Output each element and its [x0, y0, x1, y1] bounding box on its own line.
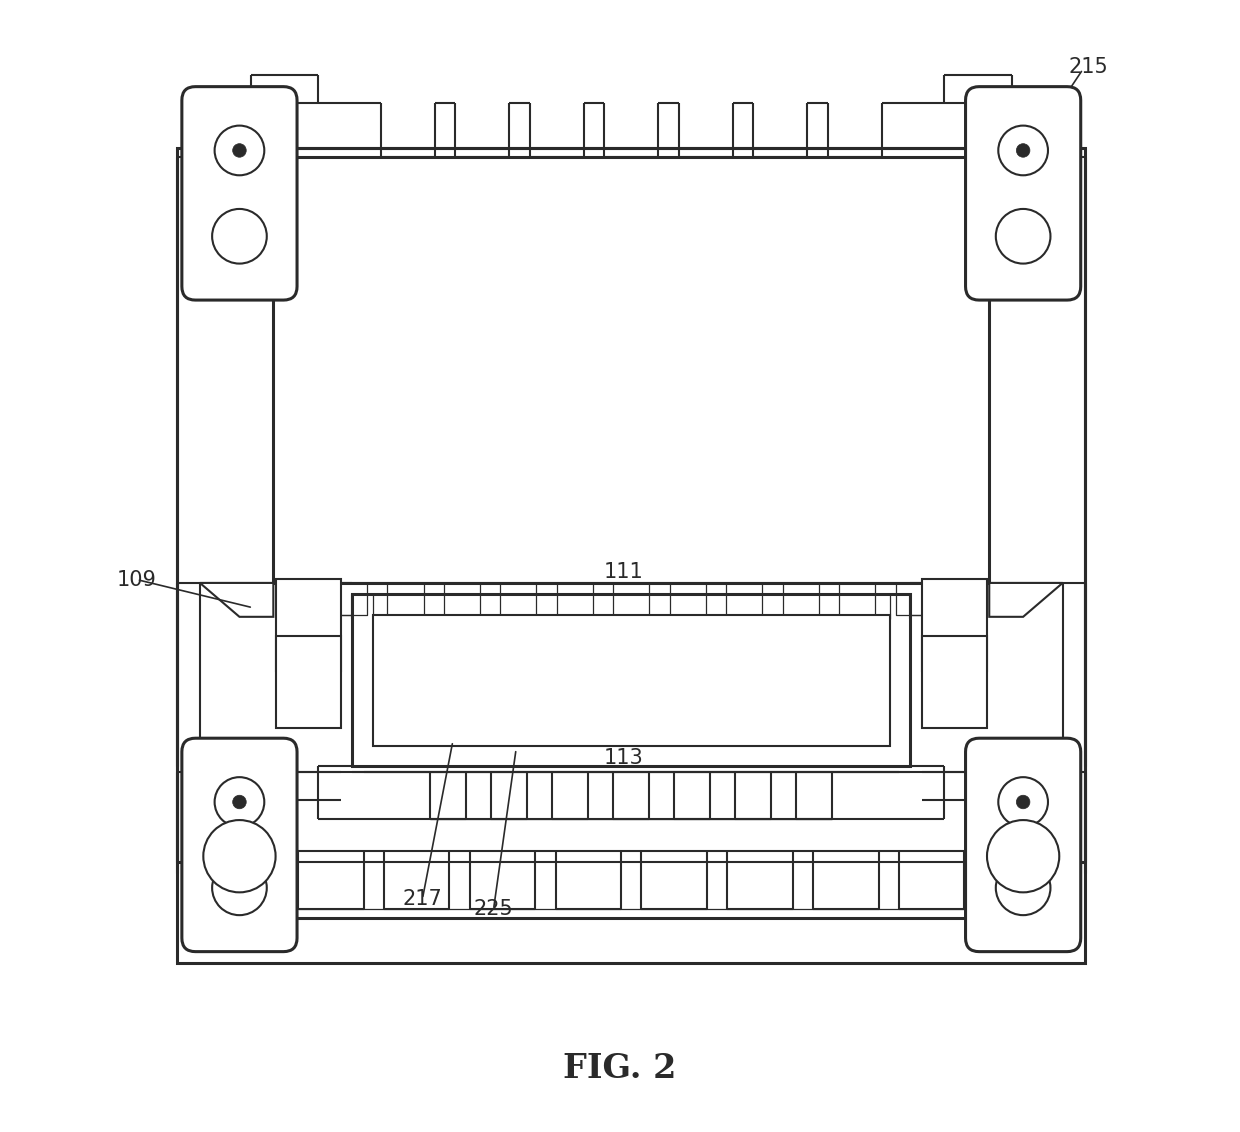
Text: 215: 215 [1069, 57, 1109, 77]
Bar [275, 578, 341, 671]
Circle shape [1017, 144, 1030, 157]
Circle shape [987, 820, 1059, 892]
Bar [275, 635, 341, 728]
Circle shape [203, 820, 275, 892]
Polygon shape [200, 583, 273, 617]
Bar [921, 578, 987, 671]
FancyBboxPatch shape [182, 87, 298, 300]
Text: 225: 225 [474, 899, 513, 919]
Circle shape [215, 126, 264, 175]
Bar [352, 594, 910, 766]
FancyBboxPatch shape [966, 738, 1081, 952]
Circle shape [998, 126, 1048, 175]
Bar [373, 615, 890, 746]
Polygon shape [990, 583, 1063, 617]
Circle shape [212, 209, 267, 264]
Circle shape [996, 209, 1050, 264]
Text: FIG. 2: FIG. 2 [563, 1052, 677, 1084]
Circle shape [212, 860, 267, 915]
Bar [257, 772, 1006, 861]
Circle shape [996, 860, 1050, 915]
Circle shape [1017, 796, 1030, 808]
Bar [177, 148, 1085, 963]
Bar [921, 635, 987, 728]
Text: 217: 217 [403, 889, 443, 909]
FancyBboxPatch shape [182, 738, 298, 952]
Text: 109: 109 [117, 569, 156, 590]
Circle shape [233, 144, 247, 157]
Circle shape [998, 778, 1048, 826]
Bar [273, 157, 990, 583]
Circle shape [215, 778, 264, 826]
Text: 113: 113 [604, 748, 644, 767]
FancyBboxPatch shape [966, 87, 1081, 300]
Circle shape [233, 796, 247, 808]
Text: 111: 111 [604, 561, 644, 582]
